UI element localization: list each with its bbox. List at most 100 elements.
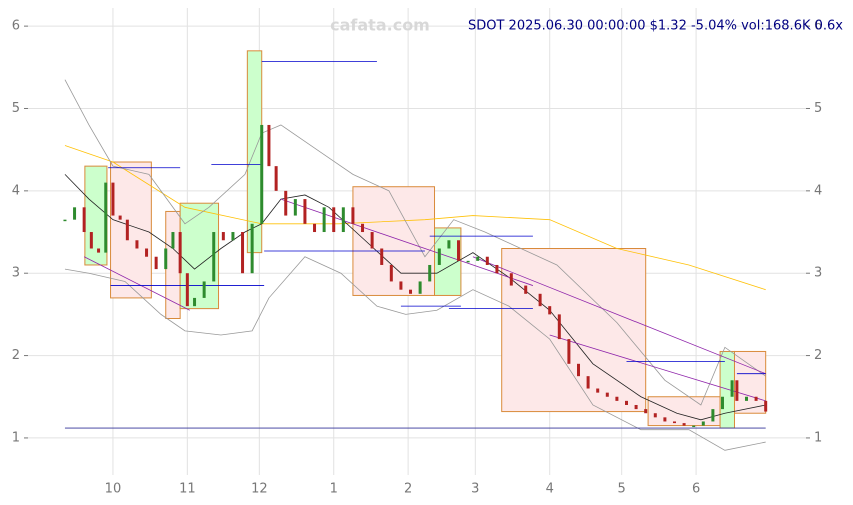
- x-tick-label: 4: [546, 482, 554, 497]
- candle: [212, 232, 216, 282]
- indicator-line: [64, 174, 766, 421]
- candle: [476, 256, 480, 261]
- candle: [744, 396, 748, 401]
- y2-tick-label: 5: [814, 101, 822, 116]
- y-tick-label: 3: [12, 266, 20, 281]
- x-tick-label: 10: [105, 482, 122, 497]
- candle: [370, 232, 374, 249]
- candle: [711, 409, 715, 422]
- candle: [428, 264, 432, 282]
- candle: [409, 289, 413, 294]
- y2-tick-label: 1: [814, 430, 822, 445]
- candle: [485, 256, 489, 265]
- candle: [274, 166, 278, 191]
- candle: [332, 207, 336, 233]
- candle: [644, 409, 648, 414]
- x-tick-label: 6: [692, 482, 700, 497]
- zone-box: [733, 350, 767, 414]
- candle: [250, 223, 254, 274]
- zone-box: [501, 248, 647, 413]
- watermark: cafata.com: [330, 16, 430, 35]
- candle: [624, 400, 628, 405]
- candle: [185, 273, 189, 307]
- candle: [231, 232, 235, 241]
- candle: [202, 281, 206, 298]
- candle: [293, 199, 297, 216]
- candle: [361, 223, 365, 233]
- candle: [154, 256, 158, 270]
- candle: [111, 182, 115, 216]
- y-tick-label: 2: [12, 348, 20, 363]
- zone-box: [110, 161, 152, 299]
- candle: [104, 182, 108, 253]
- candle: [764, 400, 768, 412]
- candle: [284, 190, 288, 216]
- y-tick-label: 1: [12, 430, 20, 445]
- candle: [303, 199, 307, 224]
- candle: [701, 421, 705, 426]
- candle: [653, 413, 657, 418]
- candle: [82, 207, 86, 233]
- x-tick-label: 2: [404, 482, 412, 497]
- candle: [171, 232, 175, 249]
- candle: [125, 219, 129, 241]
- y2-tick-label: 3: [814, 266, 822, 281]
- candle: [164, 248, 168, 270]
- candle: [509, 273, 513, 286]
- chart-title: SDOT 2025.06.30 00:00:00 $1.32 -5.04% vo…: [468, 19, 843, 34]
- y-tick-label: 6: [12, 19, 20, 34]
- x-tick-label: 11: [179, 482, 196, 497]
- candle: [586, 376, 590, 389]
- candle: [193, 297, 197, 307]
- candle: [596, 388, 600, 393]
- candle: [735, 380, 739, 401]
- candle: [351, 207, 355, 224]
- candle: [97, 248, 101, 253]
- candle: [615, 396, 619, 401]
- candle: [605, 392, 609, 397]
- candle: [89, 232, 93, 249]
- plot: [63, 50, 768, 451]
- candle: [538, 293, 542, 307]
- y-tick-label: 5: [12, 101, 20, 116]
- candle: [145, 248, 149, 257]
- zone-box: [647, 396, 721, 427]
- candle: [73, 207, 77, 220]
- candle: [399, 281, 403, 290]
- candle: [341, 207, 345, 233]
- candle: [682, 423, 686, 426]
- candle: [754, 396, 758, 401]
- candle: [548, 306, 552, 315]
- candle: [720, 396, 724, 410]
- candle: [178, 232, 182, 274]
- candle: [672, 421, 676, 424]
- x-tick-label: 12: [251, 482, 268, 497]
- trend-line: [549, 334, 766, 402]
- candle: [577, 363, 581, 377]
- candle: [322, 207, 326, 233]
- candle: [663, 417, 667, 422]
- candle: [389, 264, 393, 282]
- candle: [634, 404, 638, 410]
- y2-tick-label: 2: [814, 348, 822, 363]
- candle: [447, 240, 451, 249]
- y2-tick-label: 4: [814, 183, 822, 198]
- y-tick-label: 4: [12, 183, 20, 198]
- candle: [437, 248, 441, 265]
- zone-box: [352, 186, 436, 296]
- candle: [466, 260, 470, 263]
- candle: [118, 215, 122, 220]
- zone-box: [84, 165, 108, 266]
- x-tick-label: 3: [471, 482, 479, 497]
- candle: [380, 248, 384, 265]
- candle: [557, 314, 561, 340]
- x-tick-label: 1: [330, 482, 338, 497]
- candle: [63, 219, 67, 222]
- zone-box: [165, 210, 181, 320]
- indicator-line: [64, 145, 766, 291]
- indicator-line: [64, 79, 766, 406]
- candle: [418, 281, 422, 294]
- candle: [495, 264, 499, 274]
- candle: [524, 285, 528, 294]
